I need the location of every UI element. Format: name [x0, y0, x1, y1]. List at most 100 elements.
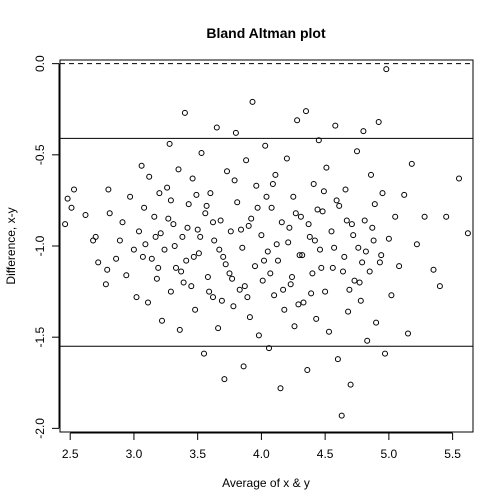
data-point	[360, 128, 367, 135]
data-point	[175, 166, 182, 173]
data-points	[62, 66, 471, 419]
data-point	[342, 186, 349, 193]
data-point	[218, 297, 225, 304]
data-point	[362, 248, 369, 255]
data-point	[304, 367, 311, 373]
data-point	[264, 248, 271, 255]
data-point	[231, 177, 238, 184]
data-point	[287, 281, 294, 288]
data-point	[320, 188, 327, 195]
data-point	[383, 66, 390, 73]
data-point	[253, 182, 260, 189]
y-tick-label: -1.0	[33, 235, 47, 256]
data-point	[185, 201, 192, 208]
data-point	[123, 272, 130, 279]
data-point	[221, 376, 228, 383]
data-point	[92, 233, 99, 240]
data-point	[317, 246, 323, 253]
data-point	[234, 199, 241, 206]
y-tick-label: -1.5	[33, 327, 47, 348]
data-point	[351, 277, 358, 284]
data-point	[207, 190, 214, 197]
data-point	[262, 142, 269, 149]
data-point	[246, 314, 253, 321]
data-point	[345, 308, 352, 315]
data-point	[224, 168, 230, 175]
data-point	[443, 213, 450, 220]
data-point	[311, 237, 318, 244]
data-point	[194, 226, 201, 233]
data-point	[106, 210, 113, 217]
data-point	[217, 217, 224, 224]
data-point	[408, 160, 415, 167]
data-point	[64, 195, 71, 202]
data-point	[388, 292, 395, 299]
data-point	[167, 288, 174, 295]
x-tick-label: 5.5	[444, 447, 461, 461]
data-point	[326, 328, 332, 335]
data-point	[290, 193, 297, 200]
data-point	[382, 350, 388, 357]
data-point	[232, 129, 239, 136]
data-point	[272, 171, 279, 178]
data-point	[309, 270, 316, 277]
data-point	[211, 237, 218, 244]
data-point	[292, 210, 299, 217]
data-point	[305, 221, 312, 228]
data-point	[136, 228, 142, 235]
data-point	[259, 277, 266, 284]
data-point	[254, 204, 261, 211]
data-point	[178, 268, 185, 275]
data-point	[255, 332, 262, 339]
data-point	[350, 232, 357, 239]
data-point	[130, 246, 137, 253]
data-point	[356, 279, 363, 286]
x-tick-label: 4.5	[317, 447, 334, 461]
data-point	[371, 201, 378, 208]
data-point	[281, 306, 288, 313]
data-point	[198, 150, 205, 156]
data-point	[203, 202, 210, 209]
data-point	[215, 325, 222, 332]
data-point	[271, 292, 278, 299]
data-point	[318, 264, 325, 271]
data-point	[133, 294, 140, 301]
data-point	[315, 137, 322, 144]
data-point	[296, 252, 303, 259]
plot-frame	[59, 59, 474, 433]
data-point	[266, 345, 272, 352]
data-point	[338, 412, 345, 419]
data-point	[184, 224, 191, 231]
data-point	[366, 268, 373, 275]
data-point	[210, 219, 216, 226]
data-point	[142, 241, 149, 248]
data-point	[263, 193, 270, 200]
data-point	[113, 255, 120, 262]
data-point	[346, 286, 353, 293]
data-point	[289, 274, 295, 280]
data-point	[359, 259, 366, 266]
data-point	[258, 232, 265, 239]
data-point	[329, 264, 336, 271]
data-point	[71, 186, 77, 193]
data-point	[145, 299, 151, 306]
data-point	[227, 228, 234, 235]
data-point	[333, 197, 340, 204]
data-point	[210, 294, 216, 301]
data-point	[179, 233, 186, 240]
data-point	[280, 286, 287, 293]
data-point	[378, 252, 385, 259]
data-point	[238, 226, 244, 233]
data-point	[229, 275, 236, 282]
data-point	[364, 337, 371, 344]
data-point	[306, 233, 313, 240]
y-axis: -2.0 -1.5 -1.0 -0.5 0.0	[33, 55, 60, 439]
data-point	[206, 288, 213, 295]
data-point	[153, 275, 160, 282]
y-tick-label: -0.5	[33, 144, 47, 165]
data-point	[248, 215, 255, 222]
data-point	[283, 155, 290, 162]
data-point	[166, 140, 173, 147]
data-point	[379, 190, 386, 197]
data-point	[286, 224, 293, 231]
